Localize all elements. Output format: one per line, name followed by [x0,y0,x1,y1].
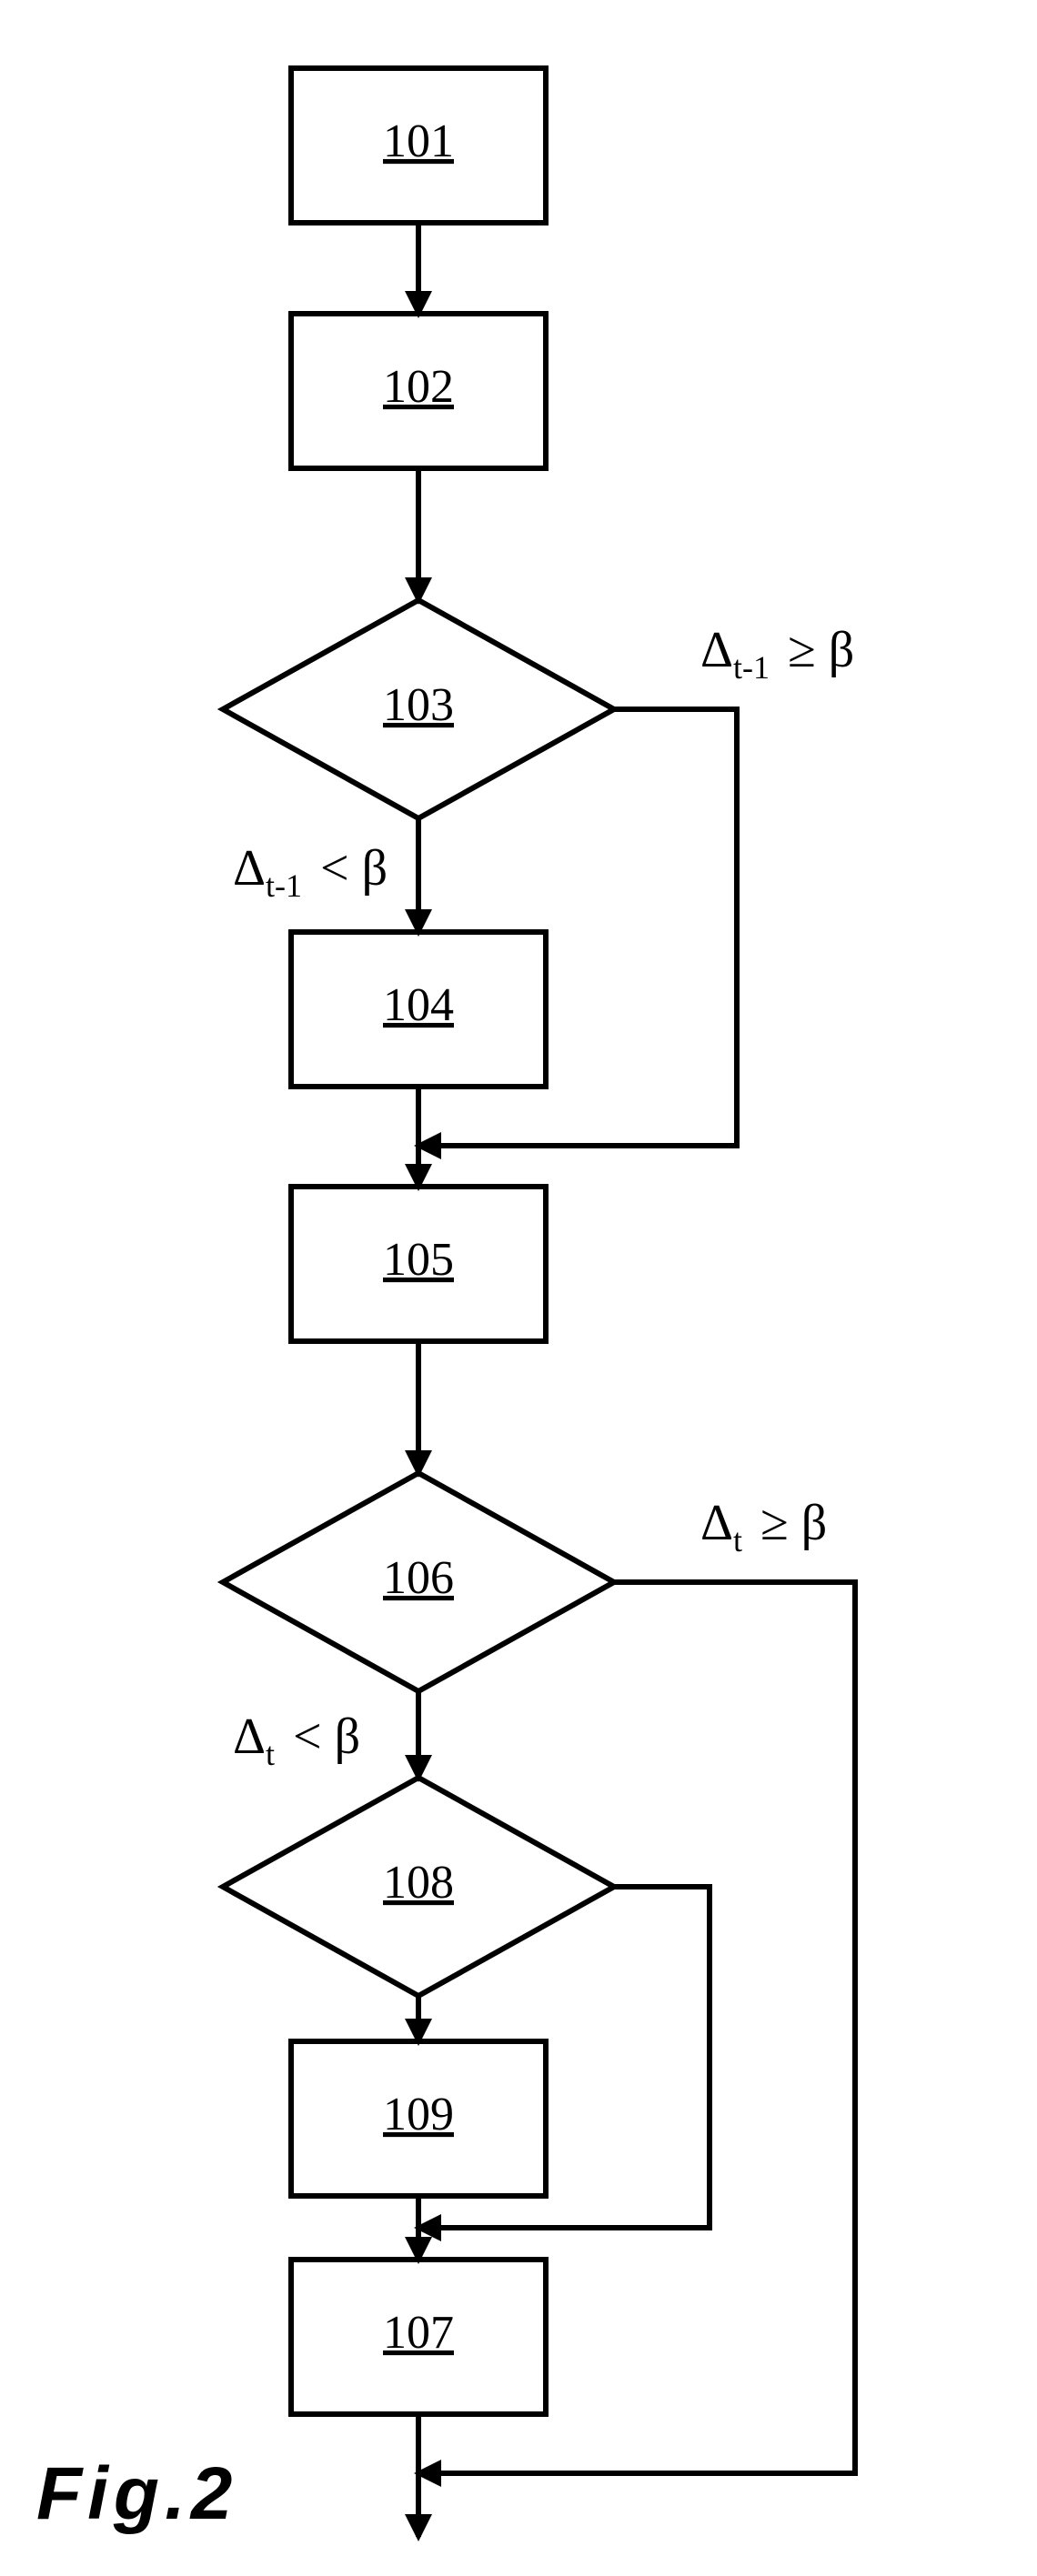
edge-label: Δt ≥ β [700,1495,827,1559]
node-label-101: 101 [383,115,454,167]
node-102: 102 [291,314,546,468]
edge-label: Δt-1 < β [233,840,388,904]
node-label-103: 103 [383,679,454,731]
node-104: 104 [291,932,546,1087]
edge-label: Δt-1 ≥ β [700,622,854,686]
node-107: 107 [291,2260,546,2414]
edge-e103_104: Δt-1 < β [233,818,418,932]
node-101: 101 [291,68,546,223]
edge-e106_108: Δt < β [233,1691,418,1778]
node-label-105: 105 [383,1234,454,1286]
node-label-109: 109 [383,2089,454,2140]
node-106: 106 [223,1473,614,1691]
node-label-107: 107 [383,2307,454,2359]
node-109: 109 [291,2041,546,2196]
node-label-106: 106 [383,1552,454,1604]
node-103: 103 [223,600,614,818]
node-label-102: 102 [383,361,454,413]
node-label-108: 108 [383,1857,454,1909]
node-label-104: 104 [383,979,454,1031]
edge-label: Δt < β [233,1709,360,1772]
node-108: 108 [223,1778,614,1996]
figure-caption: Fig.2 [36,2452,237,2535]
node-105: 105 [291,1187,546,1341]
